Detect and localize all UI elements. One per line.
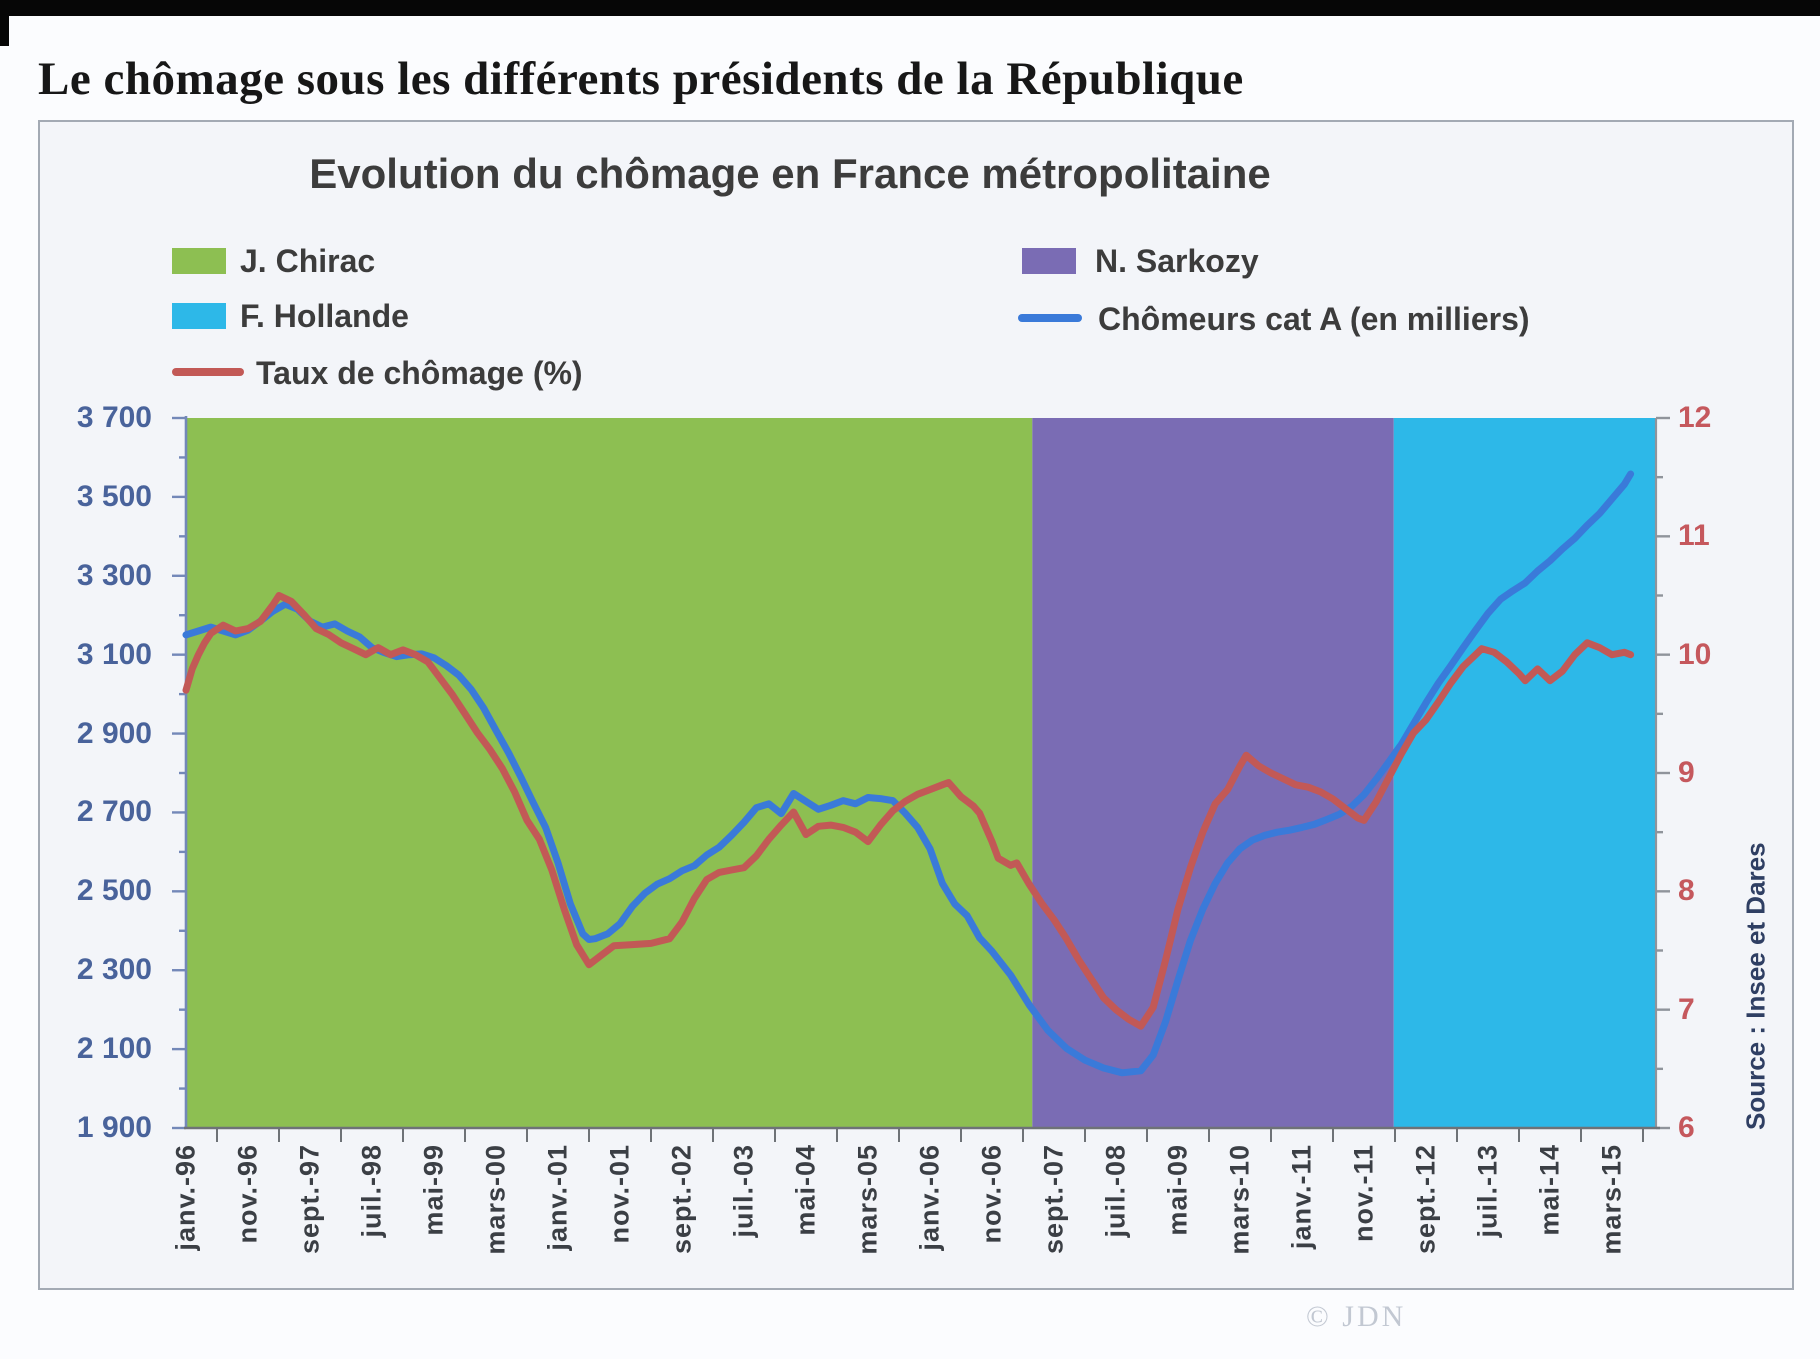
legend-label-hollande: F. Hollande <box>240 298 409 334</box>
legend-swatch-taux-line <box>172 368 244 376</box>
right-axis-label: 9 <box>1678 756 1695 789</box>
legend-label-sarkozy: N. Sarkozy <box>1095 243 1259 279</box>
left-axis-label: 2 500 <box>76 874 152 908</box>
left-axis-label: 1 900 <box>76 1111 152 1144</box>
left-axis-label: 2 700 <box>76 795 152 829</box>
left-axis-label: 3 700 <box>76 401 152 434</box>
legend-label-chomeurs: Chômeurs cat A (en milliers) <box>1098 301 1530 337</box>
left-axis-label: 2 100 <box>76 1032 152 1066</box>
chart-title: Evolution du chômage en France métropoli… <box>309 150 1271 197</box>
page-title: Le chômage sous les différents président… <box>38 53 1244 105</box>
right-axis-label: 11 <box>1678 519 1710 553</box>
legend-label-taux: Taux de chômage (%) <box>256 355 583 391</box>
right-axis-label: 12 <box>1678 401 1712 434</box>
right-axis-label: 8 <box>1678 874 1695 908</box>
left-axis-label: 3 500 <box>76 479 152 513</box>
series-line-taux-de-chomage <box>182 592 1635 1030</box>
legend-swatch-chirac <box>172 248 226 274</box>
right-axis-label: 7 <box>1678 992 1695 1026</box>
right-axis-label: 10 <box>1678 637 1712 671</box>
series-line-chomeurs-cat-a <box>182 470 1635 1077</box>
left-axis-label: 3 100 <box>76 637 152 671</box>
scan-top-bar <box>0 0 1820 16</box>
scan-corner-mark <box>0 0 9 46</box>
watermark: © JDN <box>1306 1300 1407 1333</box>
left-axis-label: 2 300 <box>76 953 152 987</box>
band-hollande <box>1393 418 1657 1128</box>
band-chirac <box>186 418 1033 1128</box>
left-axis-label: 3 300 <box>76 558 152 592</box>
legend-swatch-sarkozy <box>1022 248 1076 274</box>
left-axis-label: 2 900 <box>76 716 152 750</box>
band-sarkozy <box>1032 418 1394 1128</box>
right-axis-label: 6 <box>1678 1111 1695 1144</box>
legend-label-chirac: J. Chirac <box>240 243 376 279</box>
legend-swatch-chomeurs-line <box>1018 314 1082 322</box>
legend-swatch-hollande <box>172 303 226 329</box>
